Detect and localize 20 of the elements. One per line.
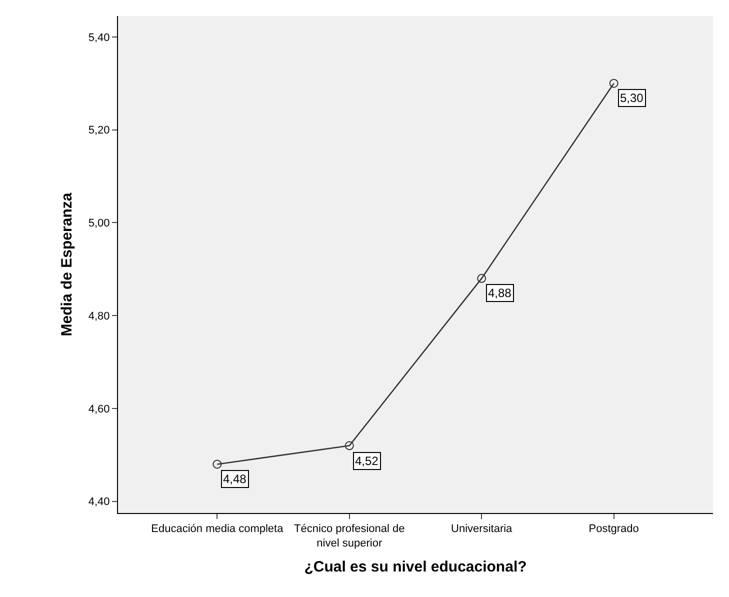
y-tick-label: 4,80 — [88, 310, 110, 322]
data-label: 4,48 — [223, 472, 247, 486]
y-tick-label: 5,40 — [88, 32, 110, 44]
y-tick-label: 5,00 — [88, 218, 110, 230]
y-tick-label: 5,20 — [88, 124, 110, 137]
x-axis-title: ¿Cual es su nivel educacional? — [304, 558, 527, 576]
x-tick-label: Técnico profesional de nivel superior — [294, 523, 405, 550]
y-tick-label: 4,60 — [88, 403, 110, 416]
x-tick-label: Universitaria — [451, 523, 514, 536]
point — [477, 274, 486, 283]
point — [212, 460, 222, 469]
x-tick-label: Postgrado — [588, 523, 639, 536]
x-tick-label: Educación media completa — [151, 523, 284, 536]
point — [609, 78, 618, 88]
point — [344, 441, 354, 450]
y-axis-title: Media de Esperanza — [58, 192, 76, 336]
y-tick-label: 4,40 — [88, 496, 110, 508]
data-label: 4,88 — [488, 286, 512, 300]
data-label: 5,30 — [620, 91, 644, 105]
data-label: 4,52 — [355, 454, 379, 468]
